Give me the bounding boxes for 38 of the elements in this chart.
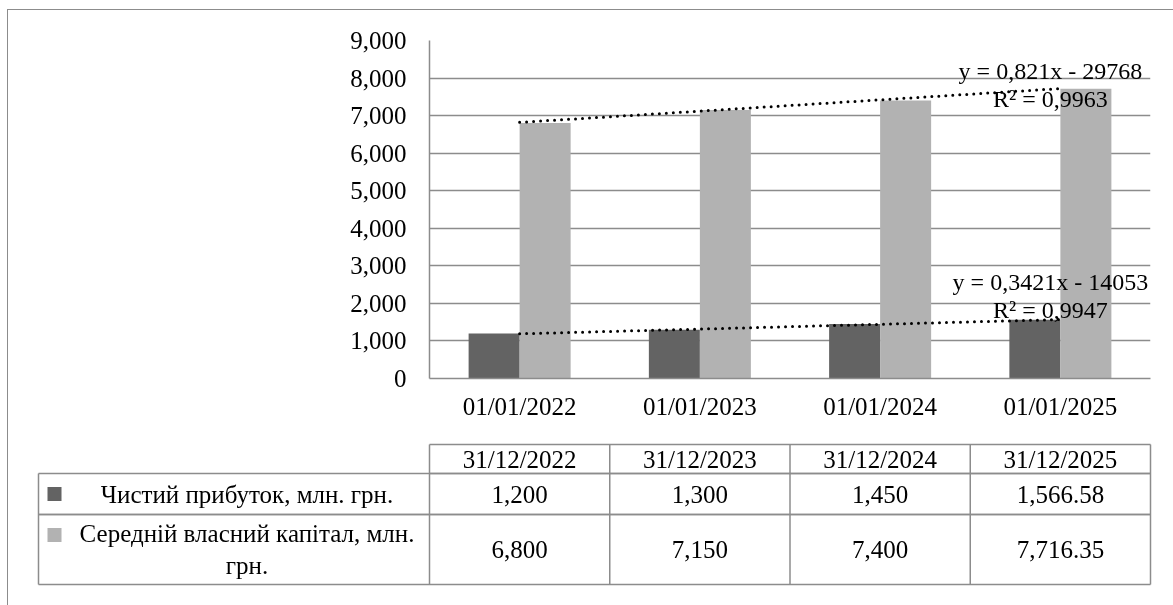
data-label: 1,566.58 (1016, 480, 1105, 508)
data-label: 1,450 (852, 480, 909, 508)
data-label: 7,400 (852, 536, 909, 563)
bar (829, 324, 881, 379)
x-tick-label: 01/01/2025 (1003, 392, 1118, 420)
bar (880, 100, 932, 379)
annotation: y = 0,3421x - 14053 (952, 269, 1149, 296)
x-tick-label: 01/01/2022 (462, 392, 577, 420)
y-tick-label: 0 (394, 365, 407, 392)
text: 31/12/2022 (462, 445, 577, 473)
legend-label: Чистий прибуток, млн. грн. (100, 480, 394, 508)
y-tick-label: 1,000 (350, 327, 407, 355)
y-tick-label: 8,000 (350, 64, 407, 92)
data-label: 1,300 (671, 480, 728, 508)
y-tick-label: 5,000 (350, 177, 407, 205)
y-tick-label: 6,000 (350, 139, 407, 167)
annotation: R² = 0,9947 (993, 297, 1108, 324)
data-label: 7,150 (671, 536, 728, 563)
data-label: 7,716.35 (1016, 536, 1105, 563)
bar (519, 123, 571, 379)
bar (699, 109, 751, 379)
y-tick-label: 7,000 (350, 102, 407, 130)
legend-label: Середній власний капітал, млн. грн. (79, 520, 415, 579)
text: 31/12/2023 (642, 445, 757, 473)
y-tick-label: 3,000 (350, 252, 407, 280)
data-label: 6,800 (491, 536, 548, 563)
y-tick-label: 9,000 (350, 27, 407, 54)
bar (648, 329, 700, 379)
y-tick-label: 4,000 (350, 214, 407, 242)
data-label: 1,200 (491, 480, 548, 508)
text: 31/12/2025 (1003, 445, 1118, 473)
bar (468, 333, 520, 379)
text: 31/12/2024 (823, 445, 938, 473)
annotation: R² = 0,9963 (993, 85, 1108, 112)
y-tick-label: 2,000 (350, 289, 407, 317)
x-tick-label: 01/01/2023 (642, 392, 757, 420)
x-tick-label: 01/01/2024 (823, 392, 938, 420)
annotation: y = 0,821x - 29768 (958, 57, 1143, 84)
